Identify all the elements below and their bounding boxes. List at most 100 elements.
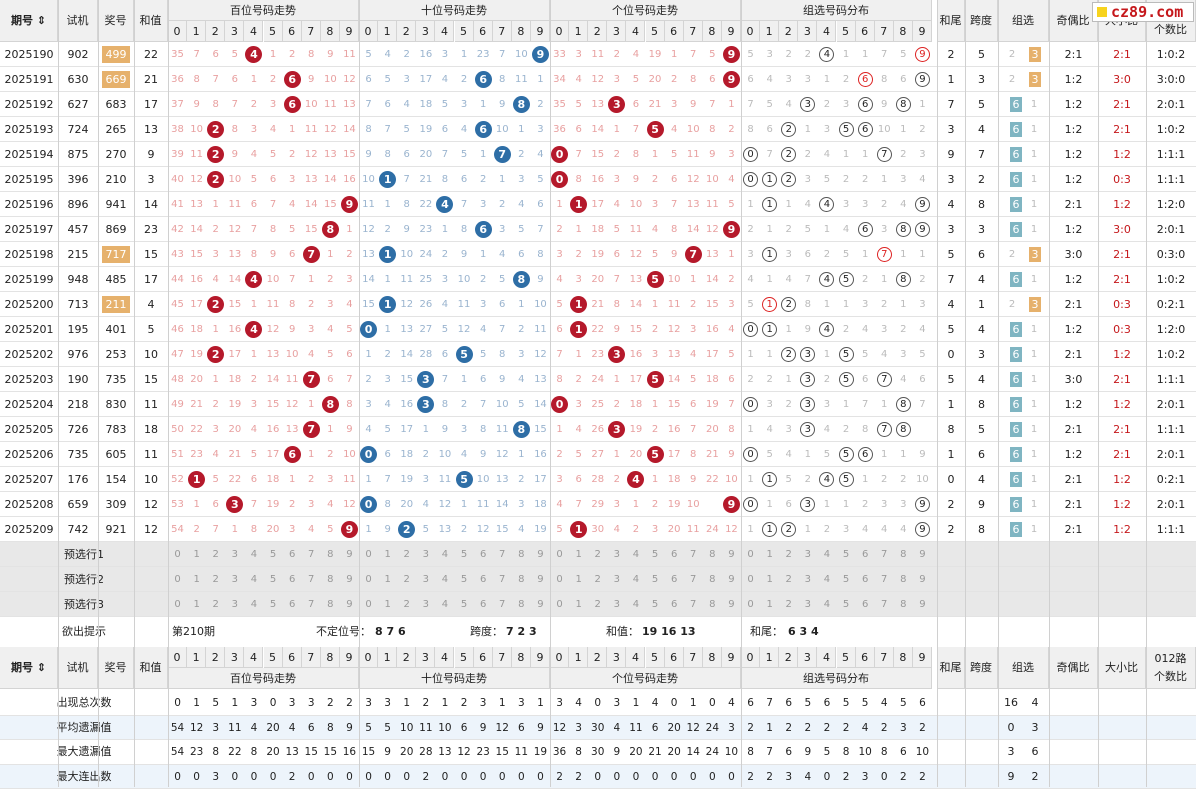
preselect-digit-6[interactable]: 6 [856,567,875,592]
preselect-digit-6[interactable]: 6 [665,567,684,592]
preselect-digit-0[interactable]: 0 [741,542,760,567]
period-header-bottom[interactable]: 期号 ⇕ [0,647,58,689]
preselect-digit-2[interactable]: 2 [206,567,225,592]
preselect-digit-8[interactable]: 8 [703,542,722,567]
preselect-digit-2[interactable]: 2 [397,567,416,592]
preselect-digit-3[interactable]: 3 [416,567,435,592]
preselect-digit-2[interactable]: 2 [397,542,416,567]
preselect-digit-0[interactable]: 0 [168,592,187,617]
preselect-digit-8[interactable]: 8 [321,592,340,617]
preselect-digit-2[interactable]: 2 [779,542,798,567]
preselect-digit-3[interactable]: 3 [798,567,817,592]
preselect-digit-9[interactable]: 9 [531,567,550,592]
preselect-digit-2[interactable]: 2 [206,542,225,567]
preselect-digit-2[interactable]: 2 [588,542,607,567]
preselect-digit-5[interactable]: 5 [264,542,283,567]
preselect-digit-1[interactable]: 1 [378,542,397,567]
preselect-digit-6[interactable]: 6 [283,567,302,592]
preselect-digit-8[interactable]: 8 [512,592,531,617]
preselect-digit-5[interactable]: 5 [837,542,856,567]
preselect-digit-3[interactable]: 3 [225,592,244,617]
preselect-digit-0[interactable]: 0 [168,567,187,592]
preselect-digit-8[interactable]: 8 [894,567,913,592]
preselect-digit-7[interactable]: 7 [302,542,321,567]
preselect-digit-5[interactable]: 5 [264,592,283,617]
preselect-digit-5[interactable]: 5 [837,567,856,592]
preselect-digit-3[interactable]: 3 [225,567,244,592]
preselect-digit-7[interactable]: 7 [684,592,703,617]
preselect-digit-0[interactable]: 0 [741,567,760,592]
preselect-digit-4[interactable]: 4 [244,592,263,617]
preselect-digit-4[interactable]: 4 [626,567,645,592]
preselect-digit-2[interactable]: 2 [397,592,416,617]
preselect-digit-1[interactable]: 1 [569,567,588,592]
preselect-digit-4[interactable]: 4 [244,542,263,567]
preselect-digit-6[interactable]: 6 [856,542,875,567]
preselect-digit-7[interactable]: 7 [684,542,703,567]
preselect-digit-9[interactable]: 9 [913,567,932,592]
preselect-digit-5[interactable]: 5 [264,567,283,592]
preselect-digit-8[interactable]: 8 [321,567,340,592]
preselect-digit-0[interactable]: 0 [359,567,378,592]
preselect-digit-3[interactable]: 3 [416,592,435,617]
preselect-digit-9[interactable]: 9 [913,542,932,567]
preselect-digit-4[interactable]: 4 [435,542,454,567]
preselect-digit-8[interactable]: 8 [703,592,722,617]
preselect-digit-6[interactable]: 6 [283,592,302,617]
preselect-digit-9[interactable]: 9 [340,542,359,567]
preselect-digit-6[interactable]: 6 [665,592,684,617]
preselect-digit-6[interactable]: 6 [665,542,684,567]
preselect-digit-0[interactable]: 0 [359,592,378,617]
preselect-digit-3[interactable]: 3 [798,592,817,617]
preselect-digit-6[interactable]: 6 [283,542,302,567]
preselect-digit-2[interactable]: 2 [588,567,607,592]
preselect-digit-1[interactable]: 1 [760,592,779,617]
preselect-digit-9[interactable]: 9 [531,592,550,617]
preselect-digit-9[interactable]: 9 [722,592,741,617]
preselect-digit-2[interactable]: 2 [779,592,798,617]
preselect-digit-7[interactable]: 7 [302,567,321,592]
preselect-digit-7[interactable]: 7 [684,567,703,592]
preselect-digit-4[interactable]: 4 [817,567,836,592]
preselect-digit-7[interactable]: 7 [493,567,512,592]
preselect-digit-5[interactable]: 5 [837,592,856,617]
preselect-digit-3[interactable]: 3 [225,542,244,567]
preselect-digit-5[interactable]: 5 [646,542,665,567]
preselect-digit-4[interactable]: 4 [626,592,645,617]
preselect-digit-0[interactable]: 0 [359,542,378,567]
preselect-digit-8[interactable]: 8 [894,542,913,567]
preselect-digit-4[interactable]: 4 [435,592,454,617]
preselect-digit-6[interactable]: 6 [474,542,493,567]
preselect-digit-3[interactable]: 3 [607,567,626,592]
preselect-digit-2[interactable]: 2 [779,567,798,592]
preselect-digit-8[interactable]: 8 [703,567,722,592]
preselect-digit-9[interactable]: 9 [722,542,741,567]
preselect-digit-4[interactable]: 4 [817,592,836,617]
preselect-digit-6[interactable]: 6 [856,592,875,617]
preselect-digit-2[interactable]: 2 [588,592,607,617]
preselect-digit-9[interactable]: 9 [340,567,359,592]
preselect-digit-7[interactable]: 7 [875,592,894,617]
preselect-digit-8[interactable]: 8 [512,542,531,567]
preselect-digit-4[interactable]: 4 [244,567,263,592]
preselect-digit-3[interactable]: 3 [607,592,626,617]
preselect-digit-6[interactable]: 6 [474,567,493,592]
preselect-digit-4[interactable]: 4 [817,542,836,567]
preselect-digit-5[interactable]: 5 [646,592,665,617]
preselect-digit-0[interactable]: 0 [550,542,569,567]
preselect-digit-7[interactable]: 7 [875,542,894,567]
preselect-digit-9[interactable]: 9 [531,542,550,567]
preselect-digit-5[interactable]: 5 [455,542,474,567]
preselect-digit-1[interactable]: 1 [378,567,397,592]
preselect-digit-5[interactable]: 5 [455,592,474,617]
preselect-digit-5[interactable]: 5 [646,567,665,592]
preselect-digit-7[interactable]: 7 [875,567,894,592]
preselect-digit-6[interactable]: 6 [474,592,493,617]
preselect-digit-9[interactable]: 9 [913,592,932,617]
preselect-digit-0[interactable]: 0 [550,567,569,592]
preselect-digit-1[interactable]: 1 [187,592,206,617]
preselect-digit-2[interactable]: 2 [206,592,225,617]
preselect-digit-1[interactable]: 1 [378,592,397,617]
preselect-digit-8[interactable]: 8 [894,592,913,617]
preselect-digit-9[interactable]: 9 [722,567,741,592]
